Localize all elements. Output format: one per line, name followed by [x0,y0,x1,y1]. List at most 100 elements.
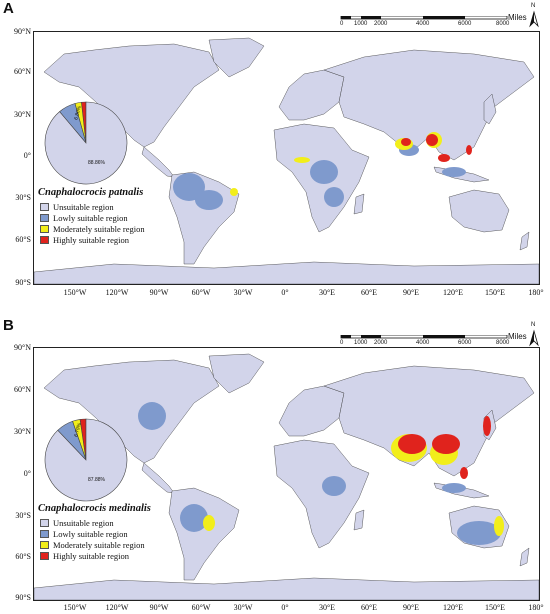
lat-label: 90°N [14,27,31,36]
species-name: Cnaphalocrocis patnalis [38,187,144,198]
lon-label: 30°W [233,288,253,297]
greenland [208,37,265,78]
north-america [43,43,220,148]
lon-label: 150°E [484,603,506,612]
lat-label: 30°S [15,511,31,520]
lon-label: 60°W [191,288,211,297]
madagascar [353,509,365,531]
scale-bar: 0 1000 2000 4000 6000 8000 [340,334,509,354]
lon-label: 180° [528,288,544,297]
legend-label: Unsuitable region [53,201,114,212]
lat-label: 30°N [14,110,31,119]
lat-label: 60°N [14,67,31,76]
scale-tick: 0 [340,21,344,27]
scale-bar-graphic [340,334,508,339]
legend-label: Moderately suitable region [53,539,145,550]
new-zealand [519,547,530,567]
legend-swatch [40,540,49,549]
lon-label: 120°W [105,288,129,297]
scale-bar-graphic [340,15,508,20]
lon-label: 30°W [233,603,253,612]
legend-swatch [40,213,49,222]
map-canvas [34,353,539,600]
lon-label: 0° [281,288,289,297]
lon-label: 30°E [318,288,336,297]
europe [278,385,345,437]
lat-label: 0° [23,151,31,160]
antarctica [34,261,539,284]
legend-item-highly: Highly suitable region [40,234,145,245]
legend-swatch [40,224,49,233]
legend-item-moderately: Moderately suitable region [40,223,145,234]
lon-label: 0° [281,603,289,612]
lon-label: 60°W [191,603,211,612]
lat-label: 60°S [15,235,31,244]
scale-tick: 6000 [458,340,472,346]
lon-label: 60°E [360,603,378,612]
legend-label: Moderately suitable region [53,223,145,234]
scale-tick: 1000 [354,340,368,346]
legend-item-lowly: Lowly suitable region [40,528,145,539]
north-america [43,359,220,464]
legend-label: Unsuitable region [53,517,114,528]
scale-tick: 4000 [416,340,430,346]
legend: Unsuitable region Lowly suitable region … [40,201,145,245]
madagascar [353,193,365,215]
australia [448,189,510,233]
africa [273,439,370,549]
lat-label: 30°N [14,427,31,436]
north-label: N [531,3,536,9]
lat-label: 90°N [14,343,31,352]
lat-label: 60°S [15,552,31,561]
lon-label: 150°W [63,288,87,297]
legend-swatch [40,235,49,244]
legend-swatch [40,551,49,560]
species-name: Cnaphalocrocis medinalis [38,503,151,514]
panel-letter: A [3,0,14,17]
pie-chart: 87.88% 6.79% [43,417,129,503]
legend-label: Highly suitable region [53,234,130,245]
pie-label-unsuitable: 87.88% [88,477,105,483]
world-map [33,31,540,285]
asia [323,365,535,477]
lat-label: 90°S [15,593,31,602]
asia [323,49,535,161]
new-zealand [519,231,530,251]
lon-label: 90°E [402,603,420,612]
legend-swatch [40,202,49,211]
lon-label: 60°E [360,288,378,297]
south-america [168,487,240,581]
scale-tick: 8000 [496,21,510,27]
legend: Unsuitable region Lowly suitable region … [40,517,145,561]
legend-swatch [40,518,49,527]
central-america [141,146,175,178]
lat-label: 90°S [15,278,31,287]
north-arrow-icon [529,10,539,28]
legend-label: Lowly suitable region [53,528,128,539]
lowly-suitable-areas [138,402,501,545]
lon-label: 150°W [63,603,87,612]
lon-label: 120°E [442,288,464,297]
scale-tick: 2000 [374,21,388,27]
map-canvas [34,37,539,284]
lon-label: 180° [528,603,544,612]
lon-label: 90°W [149,288,169,297]
legend-item-lowly: Lowly suitable region [40,212,145,223]
lon-label: 120°W [105,603,129,612]
legend-item-unsuitable: Unsuitable region [40,517,145,528]
lat-label: 60°N [14,385,31,394]
pie-label-unsuitable: 88.86% [88,160,105,166]
north-label: N [531,322,536,328]
pie-chart-graphic [44,418,128,502]
lon-label: 150°E [484,288,506,297]
pie-chart-graphic [44,101,128,185]
scale-tick: 6000 [458,21,472,27]
antarctica [34,577,539,600]
pie-chart: 88.86% 6.80% [43,100,129,186]
scale-tick: 2000 [374,340,388,346]
legend-swatch [40,529,49,538]
japan [483,93,497,125]
scale-unit: Miles [508,13,527,22]
europe [278,69,345,121]
lat-label: 30°S [15,193,31,202]
